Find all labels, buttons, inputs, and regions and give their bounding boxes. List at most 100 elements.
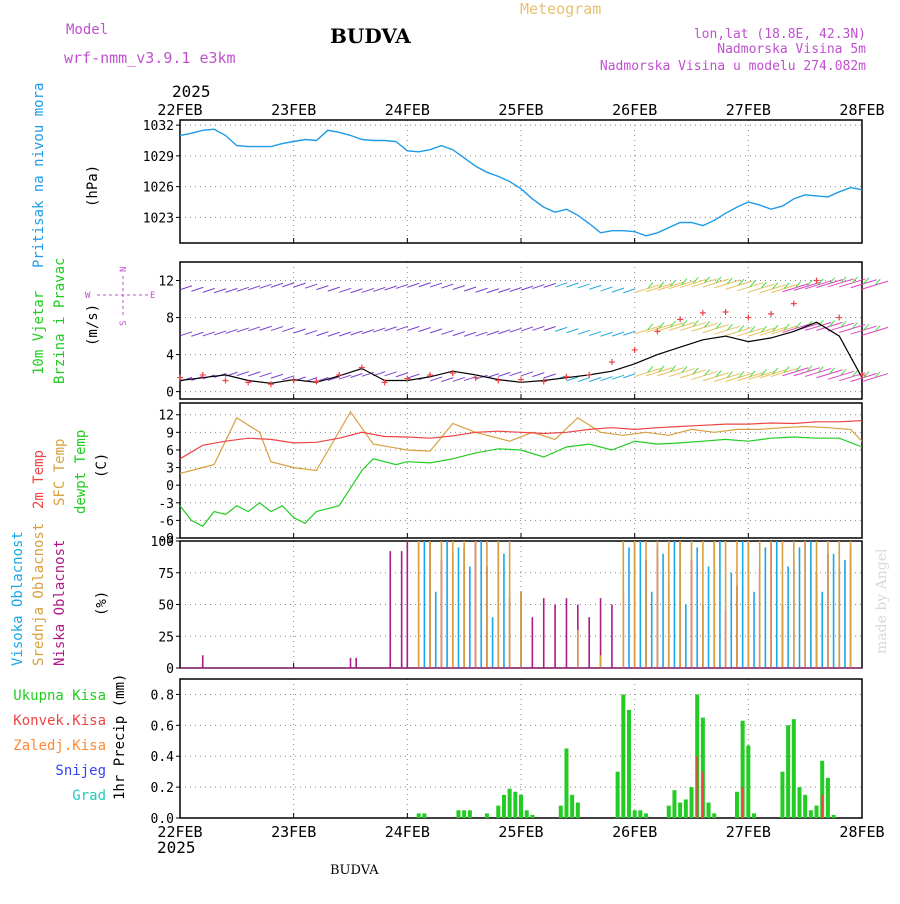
wind-barb [532,284,545,290]
wind-barb [464,331,477,337]
wind-barb [384,326,397,332]
wind-barb [304,283,318,289]
meteogram-subtitle: Meteogram [520,0,601,18]
wind-barb [498,329,511,335]
wind-barb-flag [840,368,847,376]
wind-barb [191,331,204,337]
wind-barb [623,288,636,294]
wind-barb-flag [726,323,733,331]
wind-barb [304,330,318,336]
wind-barb [384,285,397,291]
top-date-label: 23FEB [271,101,316,119]
wind-barb [225,287,238,293]
wind-barb-flag [817,278,824,286]
bottom-date-label: 24FEB [385,823,430,841]
gust-marker [245,379,252,386]
lonlat-label: lon,lat (18.8E, 42.3N) [694,27,866,42]
precip-total-bar [683,799,688,818]
gust-marker [381,379,388,386]
wind-barb [429,328,443,334]
cloud-series [417,541,852,668]
wind-barb [429,376,443,382]
wind-barb [373,327,386,333]
y-tick-label: 6 [166,444,174,459]
y-tick-label: 0.0 [151,812,174,827]
bottom-date-label: 26FEB [612,823,657,841]
wind-barb-flag [670,365,676,373]
elevation-label: Nadmorska Visina 5m [717,42,866,57]
gust-marker [267,381,274,388]
gust-marker [495,377,502,384]
wind-barb [532,325,545,331]
top-year-label: 2025 [172,82,211,101]
wind-barb-flag [772,325,779,332]
precip-total-bar [803,794,808,818]
wind-barb [441,283,454,289]
wind-barb [361,287,375,293]
wind-barb-flag [749,280,756,288]
y-tick-label: 1032 [143,119,174,134]
wind-barb-flag [726,277,733,285]
compass-north: N [119,267,129,272]
wind-barb-flag [851,322,858,329]
wind-barb [611,331,625,337]
wind-barb-flag [692,367,699,375]
wind-barb [282,282,295,288]
temp-2m-label: 2m Temp [31,450,47,509]
y-tick-label: -6 [158,514,174,529]
y-tick-label: 8 [166,312,174,327]
wind-barb [293,282,306,288]
wind-barb-flag [863,371,870,378]
model-label: Model [66,22,108,38]
top-date-label: 24FEB [385,101,430,119]
pressure-title: Pritisak na nivou mora [31,83,47,268]
wind-barb [498,288,511,293]
wind-barb [452,376,465,382]
wind-barb [202,287,215,293]
wind-barb [464,286,477,292]
precip-total-bar [808,810,813,818]
y-tick-label: 0.6 [151,719,174,734]
wind-barb [452,331,465,337]
precip-total-bar [797,787,802,818]
wind-barb-flag [692,277,699,284]
wind-barb [566,282,579,288]
gust-marker [290,377,297,384]
precip-total-bar [530,814,535,818]
wind-barb [384,371,397,377]
wind-barb [316,285,329,291]
wind-barb-flag [795,365,802,373]
wind-barb [566,376,579,382]
station-title: BUDVA [330,24,411,48]
cloud-unit: (%) [94,591,110,616]
gust-marker [813,277,820,284]
precip-total-bar [678,802,683,818]
wind-barb-flag [681,278,688,286]
wind-barb-flag [829,277,836,284]
precip-unit: 1hr Precip (mm) [112,674,128,800]
wind-barb [589,377,602,382]
wind-barb [498,371,511,377]
sfc-temp-line [179,410,863,474]
gust-marker [518,376,524,383]
wind-barb-band [179,365,889,383]
precip-total-bar [621,694,626,818]
top-date-label: 27FEB [726,101,771,119]
bottom-date-label: 27FEB [726,823,771,841]
precip-frozen-label: Zaledj.Kisa [13,738,106,754]
precip-total-bar [519,794,523,818]
cloud-mid-label: Srednja Oblacnost [31,523,47,666]
wind-barb-flag [658,281,665,288]
precip-total-bar [558,805,563,818]
wind-barb [236,327,249,333]
wind-barb-flag [704,369,711,376]
wind-barb-flag [749,370,756,378]
precip-conv-bar [701,771,704,818]
precip-total-bar [689,787,694,818]
wind-barb [316,376,329,382]
wind-barb [395,372,409,378]
wind-barb [520,371,534,377]
y-tick-label: 12 [158,275,174,290]
wind-barb [259,372,272,378]
wind-barb-band [179,320,889,337]
